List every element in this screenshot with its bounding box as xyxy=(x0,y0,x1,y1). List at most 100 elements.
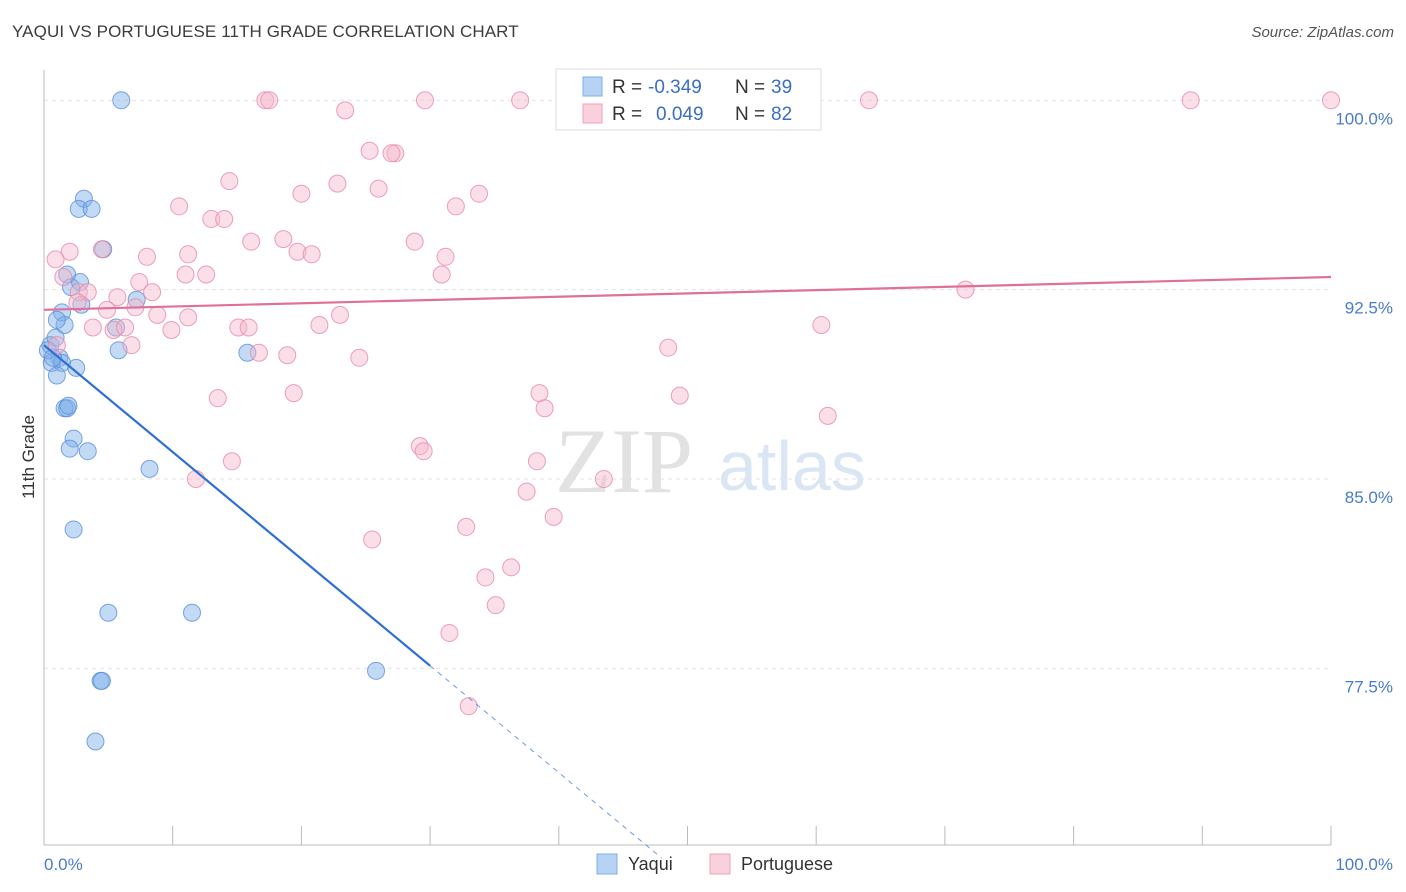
point-yaqui xyxy=(64,520,83,539)
point-portuguese xyxy=(812,315,831,334)
point-portuguese xyxy=(278,346,297,365)
point-portuguese xyxy=(530,384,549,403)
point-portuguese xyxy=(104,321,123,340)
point-portuguese xyxy=(222,452,241,471)
point-portuguese xyxy=(98,300,117,319)
point-portuguese xyxy=(476,568,495,587)
point-portuguese xyxy=(260,91,279,110)
bottom-legend-label-yaqui: Yaqui xyxy=(628,854,673,874)
point-portuguese xyxy=(202,209,221,228)
point-yaqui xyxy=(69,199,88,218)
point-portuguese xyxy=(68,293,87,312)
bottom-legend-label-portuguese: Portuguese xyxy=(741,854,833,874)
point-portuguese xyxy=(46,250,65,269)
point-portuguese xyxy=(208,389,227,408)
legend-r-label-portuguese: R = xyxy=(612,104,642,125)
y-axis-label: 11th Grade xyxy=(19,415,38,499)
point-yaqui xyxy=(367,661,386,680)
watermark-atlas: atlas xyxy=(718,427,866,505)
point-portuguese xyxy=(176,265,195,284)
point-portuguese xyxy=(386,144,405,163)
point-portuguese xyxy=(220,172,239,191)
point-portuguese xyxy=(60,242,79,261)
point-portuguese xyxy=(292,184,311,203)
point-portuguese xyxy=(535,399,554,418)
point-portuguese xyxy=(470,184,489,203)
point-portuguese xyxy=(274,230,293,249)
point-yaqui xyxy=(78,442,97,461)
point-portuguese xyxy=(108,288,127,307)
point-portuguese xyxy=(527,452,546,471)
point-portuguese xyxy=(511,91,530,110)
legend-box: R = -0.349 N = 39 R = 0.049 N = 82 xyxy=(555,68,822,131)
point-portuguese xyxy=(859,91,878,110)
point-portuguese xyxy=(288,242,307,261)
y-tick-label: 100.0% xyxy=(1335,109,1393,128)
legend-r-label-yaqui: R = xyxy=(612,77,642,98)
point-portuguese xyxy=(215,209,234,228)
trend-line-yaqui xyxy=(43,344,431,667)
trend-line-yaqui-extension xyxy=(429,665,663,859)
point-portuguese xyxy=(197,265,216,284)
point-portuguese xyxy=(659,338,678,357)
point-portuguese xyxy=(229,318,248,337)
point-portuguese xyxy=(502,558,521,577)
point-portuguese xyxy=(360,141,379,160)
bottom-legend: Yaqui Portuguese xyxy=(596,853,833,875)
point-yaqui xyxy=(47,310,66,329)
point-portuguese xyxy=(459,697,478,716)
point-yaqui xyxy=(107,318,126,337)
point-portuguese xyxy=(148,305,167,324)
point-portuguese xyxy=(256,91,275,110)
x-tick-label-max: 100.0% xyxy=(1335,855,1393,874)
legend-n-label-portuguese: N = xyxy=(735,104,765,125)
point-portuguese xyxy=(242,232,261,251)
point-portuguese xyxy=(369,179,388,198)
point-portuguese xyxy=(818,406,837,425)
bottom-legend-swatch-portuguese xyxy=(709,853,731,875)
point-portuguese xyxy=(363,530,382,549)
point-portuguese xyxy=(414,442,433,461)
point-portuguese xyxy=(239,318,258,337)
legend-swatch-yaqui xyxy=(582,76,603,97)
y-tick-label: 85.0% xyxy=(1345,488,1393,507)
point-portuguese xyxy=(179,308,198,327)
point-portuguese xyxy=(350,348,369,367)
point-portuguese xyxy=(54,268,73,287)
point-yaqui xyxy=(99,603,118,622)
point-portuguese xyxy=(457,517,476,536)
point-portuguese xyxy=(116,318,135,337)
point-yaqui xyxy=(140,459,159,478)
point-portuguese xyxy=(670,386,689,405)
point-portuguese xyxy=(436,247,455,266)
point-portuguese xyxy=(382,144,401,163)
legend-r-value-portuguese: 0.049 xyxy=(656,104,704,125)
chart-title: YAQUI VS PORTUGUESE 11TH GRADE CORRELATI… xyxy=(12,22,519,41)
point-portuguese xyxy=(328,174,347,193)
point-portuguese xyxy=(486,596,505,615)
point-portuguese xyxy=(122,336,141,355)
point-portuguese xyxy=(517,482,536,501)
legend-n-label-yaqui: N = xyxy=(735,77,765,98)
point-portuguese xyxy=(415,91,434,110)
point-yaqui xyxy=(74,189,93,208)
point-yaqui xyxy=(86,732,105,751)
point-portuguese xyxy=(956,280,975,299)
point-yaqui xyxy=(92,671,111,690)
point-portuguese xyxy=(170,197,189,216)
legend-n-value-yaqui: 39 xyxy=(771,77,792,98)
point-portuguese xyxy=(179,245,198,264)
point-yaqui xyxy=(59,396,78,415)
x-tick-label-min: 0.0% xyxy=(44,855,83,874)
y-tick-labels: 100.0% 92.5% 85.0% 77.5% xyxy=(1335,109,1393,696)
point-yaqui xyxy=(60,439,79,458)
point-portuguese xyxy=(405,232,424,251)
legend-r-value-yaqui: -0.349 xyxy=(648,77,702,98)
point-portuguese xyxy=(162,321,181,340)
point-portuguese xyxy=(544,507,563,526)
point-portuguese xyxy=(186,469,205,488)
point-yaqui xyxy=(67,358,86,377)
source-label: Source: ZipAtlas.com xyxy=(1251,24,1394,41)
point-portuguese xyxy=(284,384,303,403)
